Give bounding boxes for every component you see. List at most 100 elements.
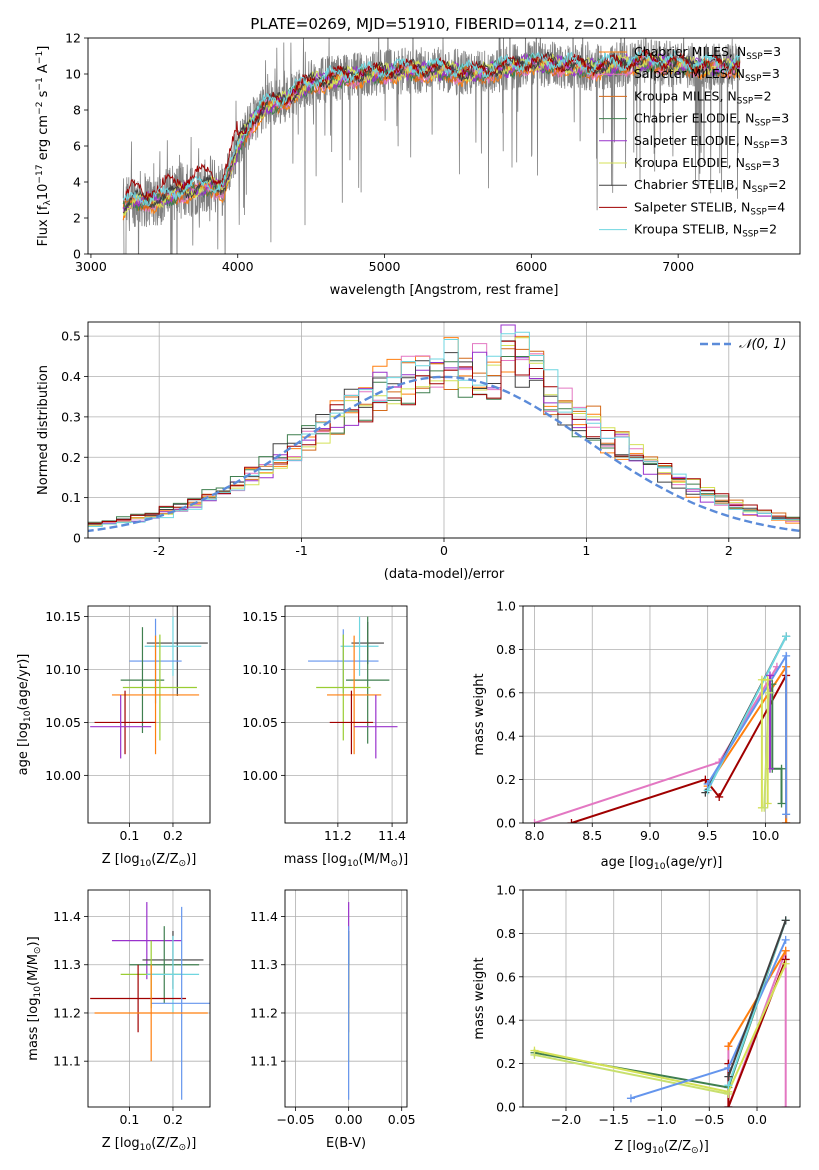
spectrum-x-axis-label: wavelength [Angstrom, rest frame] — [330, 283, 559, 298]
label-part: =2 — [768, 177, 786, 192]
label-part: (Z/Z — [151, 1136, 178, 1151]
label-part: SSP — [737, 96, 753, 106]
legend-entry: 𝒩(0, 1) — [739, 337, 786, 352]
y-tick-label: 0.0 — [496, 1100, 516, 1115]
axes-frame — [87, 889, 211, 1108]
weight-marker — [724, 1081, 733, 1090]
weight-line — [706, 635, 787, 791]
label-part: −1 — [35, 77, 45, 90]
y-tick-label: 10 — [65, 67, 81, 82]
label-part: λ — [43, 200, 53, 206]
mass-age-panel: 11.2 11.4 10.00 10.05 10.10 10.15 mass [log10(… — [242, 605, 408, 869]
x-tick-label: 0.00 — [335, 1112, 363, 1127]
label-part: SSP — [753, 141, 769, 151]
x-tick-label: 10.0 — [751, 828, 779, 843]
x-tick-label: −0.5 — [694, 1112, 724, 1127]
y-tick-label: 0.2 — [496, 1056, 516, 1071]
label-part: =3 — [771, 111, 789, 126]
label-part: =3 — [763, 44, 781, 59]
label-part: SSP — [752, 185, 768, 195]
weight-marker — [763, 675, 772, 684]
y-tick-label: 0.2 — [496, 772, 516, 787]
weight-marker — [530, 819, 539, 823]
x-tick-label: −1.0 — [646, 1112, 676, 1127]
label-part: 10 — [33, 986, 43, 998]
x-tick-label: 5000 — [369, 259, 401, 274]
plot-area — [308, 616, 398, 759]
axes-frame — [87, 605, 211, 824]
x-tick-label: 0.2 — [163, 1112, 183, 1127]
label-part: −17 — [35, 164, 45, 183]
label-part: )] — [398, 852, 408, 867]
label-part: Chabrier ELODIE, N — [634, 111, 754, 126]
x-tick-label: 0.0 — [747, 1112, 767, 1127]
y-tick-label: 10.00 — [45, 768, 81, 783]
x-tick-label: 8.0 — [525, 828, 545, 843]
y-tick-label: 0.4 — [61, 369, 81, 384]
label-part: 10 — [347, 859, 359, 869]
weight-marker — [701, 775, 710, 784]
label-part: )] — [26, 936, 41, 946]
weight-marker — [782, 632, 791, 641]
label-part: SSP — [745, 74, 761, 84]
weight-marker — [703, 779, 712, 788]
label-part: 10 — [36, 184, 51, 201]
x-tick-label: 0.2 — [163, 828, 183, 843]
weight-line — [771, 684, 783, 804]
y-axis-label: age [log10(age/yr)] — [16, 654, 33, 776]
y-axis-label: mass weight — [472, 673, 487, 755]
y-axis-label: mass weight — [472, 957, 487, 1039]
y-tick-label: 8 — [73, 103, 81, 118]
label-part: SSP — [750, 207, 766, 217]
label-part: age [log — [16, 722, 31, 775]
label-part: −2 — [35, 102, 45, 115]
label-part: (M/M — [26, 954, 41, 986]
x-tick-label: −1.5 — [599, 1112, 629, 1127]
label-part: Flux [f — [36, 205, 51, 246]
x-tick-label: −0.05 — [276, 1112, 314, 1127]
x-tick-label: 6000 — [515, 259, 547, 274]
x-axis-label: age [log10(age/yr)] — [601, 855, 723, 872]
label-part: SSP — [754, 119, 770, 129]
label-part: =2 — [759, 222, 777, 237]
label-part: =4 — [767, 199, 785, 214]
x-tick-label: 11.2 — [324, 828, 352, 843]
label-part: 10 — [654, 862, 666, 872]
legend-entry: Chabrier MILES, NSSP=3 — [634, 44, 781, 62]
label-part: Kroupa MILES, N — [634, 88, 737, 103]
residual-histogram-panel: -2 -1 0 1 2 0 0.1 0.2 0.3 0.4 0.5 (data-model)/erro… — [36, 321, 801, 582]
weight-line — [534, 1053, 729, 1095]
weight-marker — [760, 803, 769, 812]
label-part: ⊙ — [691, 1146, 699, 1156]
y-tick-label: 0.8 — [496, 642, 516, 657]
label-part: s — [36, 90, 51, 101]
label-part: (age/yr)] — [16, 654, 31, 711]
plot-area — [530, 916, 790, 1107]
weight-marker — [781, 916, 790, 925]
label-part: 10 — [23, 710, 33, 722]
weight-marker — [765, 671, 774, 680]
x-tick-label: 8.5 — [582, 828, 602, 843]
label-part: Z [log — [102, 852, 140, 867]
spectrum-title: PLATE=0269, MJD=51910, FIBERID=0114, z=0… — [250, 15, 637, 33]
weight-marker — [782, 819, 791, 823]
x-tick-label: 0 — [440, 543, 448, 558]
x-tick-label: 0.05 — [388, 1112, 416, 1127]
x-tick-label: −2.0 — [551, 1112, 581, 1127]
label-part: )] — [186, 1136, 196, 1151]
label-part: ] — [36, 46, 51, 51]
model-spectrum-salpeter-stelib — [123, 49, 741, 202]
weight-marker — [781, 935, 790, 944]
y-tick-label: 0.3 — [61, 409, 81, 424]
y-tick-label: 11.4 — [53, 909, 81, 924]
label-part: 10 — [652, 1146, 664, 1156]
y-tick-label: 0.8 — [496, 926, 516, 941]
weight-marker — [777, 799, 786, 808]
y-tick-label: 12 — [65, 31, 81, 46]
weight-line — [763, 692, 770, 808]
x-tick-label: 3000 — [75, 259, 107, 274]
legend-entry: Salpeter STELIB, NSSP=4 — [634, 199, 785, 217]
y-tick-label: 0 — [73, 531, 81, 546]
y-tick-label: 10.15 — [242, 609, 278, 624]
